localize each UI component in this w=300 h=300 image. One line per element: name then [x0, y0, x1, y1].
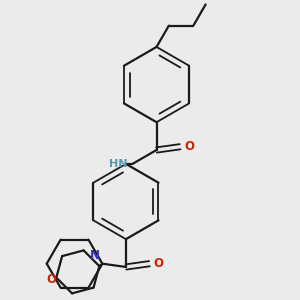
Text: O: O: [153, 257, 164, 270]
Text: N: N: [90, 249, 100, 262]
Text: HN: HN: [109, 159, 128, 169]
Text: O: O: [46, 273, 56, 286]
Text: O: O: [184, 140, 194, 153]
